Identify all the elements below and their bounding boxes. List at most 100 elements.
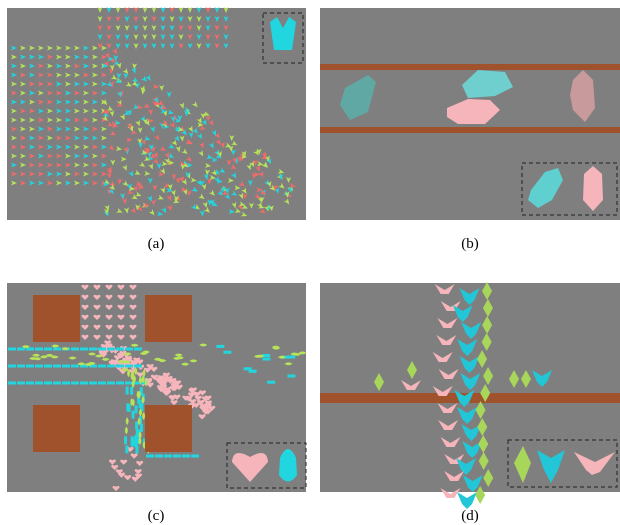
agent — [47, 126, 53, 132]
agent — [81, 294, 89, 300]
agent — [168, 160, 175, 166]
agent — [109, 56, 116, 64]
agent — [154, 134, 160, 141]
agent — [74, 162, 80, 168]
agent — [152, 151, 158, 158]
agent — [29, 171, 35, 177]
agent — [181, 362, 190, 366]
agent — [171, 173, 177, 180]
agent — [205, 25, 211, 31]
agent — [230, 190, 238, 196]
agent — [47, 144, 53, 150]
agent — [177, 126, 185, 132]
agent — [29, 108, 35, 114]
agent — [483, 469, 494, 487]
agent — [170, 115, 176, 123]
agent — [188, 392, 196, 398]
agent — [169, 16, 175, 22]
agent — [88, 352, 97, 356]
agent — [20, 162, 26, 168]
agent — [11, 90, 17, 96]
agent — [47, 135, 53, 141]
agent — [29, 72, 35, 78]
agent — [460, 373, 481, 390]
agent — [101, 45, 107, 51]
agent — [26, 364, 34, 368]
agent — [45, 353, 54, 357]
agent — [65, 108, 71, 114]
agent — [50, 355, 59, 359]
agent — [257, 203, 265, 209]
agent — [259, 189, 267, 195]
agent — [457, 492, 478, 509]
agent — [184, 107, 191, 113]
agent — [186, 190, 192, 197]
agent — [211, 157, 218, 163]
agent — [204, 162, 212, 168]
agent — [92, 90, 98, 96]
agent — [175, 177, 181, 184]
agent — [170, 382, 178, 389]
agent — [127, 189, 134, 195]
agent — [101, 72, 107, 78]
agent — [171, 139, 178, 146]
agent — [65, 81, 71, 87]
agent — [111, 464, 119, 471]
agent — [108, 180, 116, 187]
agent — [196, 117, 202, 124]
agent — [56, 45, 62, 51]
agent — [29, 99, 35, 105]
agent — [116, 208, 123, 213]
agent — [168, 143, 175, 149]
agent — [174, 117, 182, 123]
agent — [20, 180, 26, 186]
agent — [131, 194, 138, 200]
agent — [175, 145, 181, 153]
agent — [532, 370, 552, 387]
agent — [56, 135, 62, 141]
agent — [104, 208, 110, 215]
agent — [93, 304, 101, 310]
agent — [189, 359, 198, 363]
agent — [175, 356, 184, 360]
agent — [101, 90, 107, 96]
agent — [200, 112, 206, 119]
agent — [92, 144, 98, 150]
agent — [252, 159, 258, 166]
agent — [8, 381, 16, 385]
agent — [240, 153, 248, 159]
agent — [205, 16, 211, 22]
agent — [167, 152, 175, 158]
agent — [11, 153, 17, 159]
agent — [80, 347, 88, 351]
agent — [286, 176, 292, 183]
agent — [208, 405, 216, 412]
agent — [97, 43, 103, 49]
agent — [101, 62, 109, 68]
agent — [269, 184, 276, 191]
agent — [185, 171, 191, 178]
agent — [151, 199, 157, 206]
agent — [199, 343, 208, 347]
obstacle — [145, 295, 192, 342]
agent — [509, 370, 519, 388]
agent — [116, 90, 122, 98]
agent — [124, 426, 128, 435]
agent — [251, 172, 257, 179]
agent — [123, 352, 132, 356]
agent — [120, 459, 128, 465]
agent — [74, 99, 80, 105]
agent — [47, 162, 53, 168]
agent — [47, 90, 53, 96]
agent — [447, 99, 500, 124]
agent — [20, 54, 26, 60]
agent — [169, 34, 175, 40]
agent — [147, 118, 154, 124]
agent — [93, 324, 101, 330]
agent — [20, 126, 26, 132]
agent — [29, 54, 35, 60]
agent — [47, 81, 53, 87]
agent — [101, 135, 107, 141]
agent — [131, 80, 138, 87]
agent — [277, 168, 285, 174]
